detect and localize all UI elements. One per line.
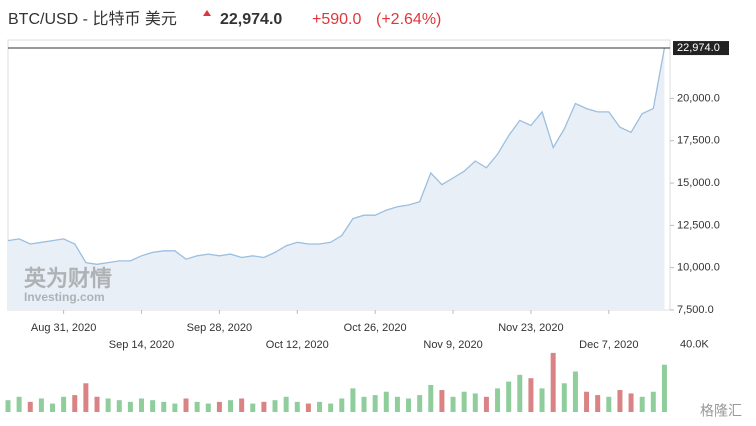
volume-bar [16, 396, 22, 412]
volume-bar [406, 398, 412, 412]
volume-bar [628, 393, 634, 412]
volume-bar [350, 388, 356, 412]
volume-bar [383, 391, 389, 412]
volume-bar [339, 398, 345, 412]
volume-bar [584, 391, 590, 412]
watermark-cn: 英为财情 [24, 266, 112, 291]
plot: 7,500.0 10,000.0 12,500.0 15,000.0 17,500.0 2… [5, 39, 729, 412]
volume-bar [417, 395, 423, 412]
volume-bar [550, 352, 556, 412]
volume-bar [517, 374, 523, 412]
volume-bar [150, 400, 156, 412]
x-tick-label: Nov 9, 2020 [423, 339, 482, 351]
volume-bar [228, 400, 234, 412]
volume-bar [94, 396, 100, 412]
y-tick-label: 12,500.0 [677, 219, 720, 231]
symbol: BTC/USD - 比特币 美元 [8, 10, 177, 28]
volume-bar [328, 403, 334, 412]
volume-bar [183, 398, 189, 412]
price: 22,974.0 [220, 11, 282, 28]
volume-bar [261, 401, 267, 412]
price-line [7, 47, 666, 265]
volume-bar [294, 401, 300, 412]
up-arrow [203, 10, 211, 16]
volume-bar [127, 401, 133, 412]
volume-bar [439, 390, 445, 412]
volume-bar [72, 395, 78, 412]
volume-bar [38, 398, 44, 412]
x-tick-label: Nov 23, 2020 [498, 322, 563, 334]
volume-bar [495, 388, 501, 412]
change: +590.0 [312, 11, 361, 28]
x-tick-label: Dec 7, 2020 [579, 339, 638, 351]
volume-bar [650, 391, 656, 412]
volume-bar [617, 390, 623, 412]
volume-bar [105, 398, 111, 412]
volume-bar [161, 401, 167, 412]
volume-bar [361, 396, 367, 412]
volume-bar [317, 401, 323, 412]
volume-bar [483, 396, 489, 412]
volume-bar [283, 396, 289, 412]
volume-bar [272, 400, 278, 412]
badge: 格隆汇 [700, 403, 742, 419]
volume-bar [216, 401, 222, 412]
volume-bar [595, 395, 601, 412]
volume-bar [394, 396, 400, 412]
watermark-en: Investing.com [24, 290, 105, 304]
volume-bar [528, 378, 534, 412]
volume-bar [27, 401, 33, 412]
volume-bar [506, 381, 512, 412]
last-price-box [673, 41, 729, 56]
volume-bar [139, 398, 145, 412]
volume-bar [239, 398, 245, 412]
volume-bar [461, 391, 467, 412]
volume-bar [428, 384, 434, 412]
volume-bar [539, 388, 545, 412]
volume-bar [194, 401, 200, 412]
x-tick-label: Sep 14, 2020 [109, 339, 174, 351]
y-tick-label: 20,000.0 [677, 92, 720, 104]
area [8, 48, 665, 310]
y-tick-label: 40.0K [680, 338, 709, 350]
volume-bar [472, 393, 478, 412]
volume-bar [606, 396, 612, 412]
x-tick-label: Oct 26, 2020 [344, 322, 407, 334]
volume-bar [572, 371, 578, 412]
change-pct: (+2.64%) [376, 11, 441, 28]
volume-bar [561, 383, 567, 412]
volume-bar [5, 400, 11, 412]
y-tick-label: 7,500.0 [677, 304, 714, 316]
x-tick-label: Sep 28, 2020 [187, 322, 252, 334]
x-tick-label: Oct 12, 2020 [266, 339, 329, 351]
volume-bar [61, 396, 67, 412]
volume-bar [661, 364, 667, 412]
volume-bar [305, 403, 311, 412]
y-tick-label: 22,974.0 [677, 42, 720, 54]
volume-bar [83, 383, 89, 412]
volume-bar [172, 403, 178, 412]
y-tick-label: 17,500.0 [677, 135, 720, 147]
volume-bar [450, 396, 456, 412]
volume-bar [250, 403, 256, 412]
volume-bar [116, 400, 122, 412]
x-tick-label: Aug 31, 2020 [31, 322, 96, 334]
volume-bar [372, 395, 378, 412]
volume-bar [639, 396, 645, 412]
y-tick-label: 15,000.0 [677, 177, 720, 189]
volume-bar [205, 403, 211, 412]
volume-bar [50, 403, 56, 412]
y-tick-label: 10,000.0 [677, 262, 720, 274]
